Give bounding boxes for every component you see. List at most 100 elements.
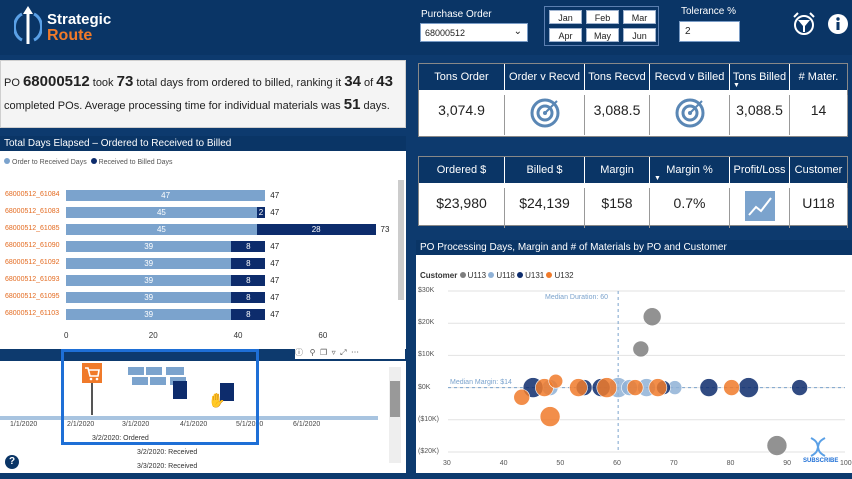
bar-total-label: 47 <box>270 242 280 251</box>
bar-order-to-received[interactable]: 39 <box>66 258 232 269</box>
month-button-may[interactable]: May <box>586 28 619 42</box>
bar-order-to-received[interactable]: 39 <box>66 309 232 320</box>
month-button-jun[interactable]: Jun <box>623 28 656 42</box>
timeline-scroll-thumb[interactable] <box>390 381 400 417</box>
bar-received-to-billed[interactable]: 8 <box>231 275 266 286</box>
bar-category-label[interactable]: 68000512_61092 <box>5 259 60 266</box>
month-slicer: Jan Feb Mar Apr May Jun <box>544 6 659 46</box>
month-button-feb[interactable]: Feb <box>586 10 619 24</box>
kpi1-header[interactable]: Tons Order <box>419 64 504 90</box>
bar-category-label[interactable]: 68000512_61084 <box>5 191 60 198</box>
pin-icon[interactable]: ⚲ <box>309 348 316 357</box>
scatter-legend-title: Customer <box>420 271 458 280</box>
bar-chart-scrollbar[interactable] <box>398 180 404 300</box>
scatter-title: PO Processing Days, Margin and # of Mate… <box>416 240 852 255</box>
timeline-scrollbar[interactable] <box>389 367 401 463</box>
help-icon[interactable]: ⓘ <box>295 348 303 357</box>
bar-chart-title: Total Days Elapsed – Ordered to Received… <box>0 136 406 151</box>
bar-received-to-billed[interactable]: 2 <box>256 207 266 218</box>
kpi2-header[interactable]: Customer <box>790 157 847 183</box>
month-button-jan[interactable]: Jan <box>549 10 582 24</box>
clear-filters-icon[interactable] <box>790 11 818 37</box>
kpi2-header[interactable]: Margin <box>585 157 649 183</box>
kpi2-header[interactable]: Billed $ <box>505 157 584 183</box>
scatter-x-tick: 30 <box>443 460 451 467</box>
cursor-hand-icon: ✋ <box>208 392 226 408</box>
kpi2-icon-cell <box>730 188 790 228</box>
bar-total-label: 73 <box>380 225 390 234</box>
kpi1-header[interactable]: Order v Recvd <box>505 64 584 90</box>
question-icon[interactable]: ? <box>5 455 19 469</box>
po-summary-text: PO 68000512 took 73 total days from orde… <box>0 60 406 128</box>
bar-chart-legend: Order to Received Days Received to Bille… <box>4 158 173 166</box>
summary-ranking: total days from ordered to billed, ranki… <box>133 77 345 89</box>
kpi1-header[interactable]: Tons Billed <box>730 64 789 90</box>
more-options-icon[interactable]: ⋯ <box>350 348 359 357</box>
kpi1-header[interactable]: Recvd v Billed <box>650 64 729 90</box>
summary-po: 68000512 <box>22 73 90 90</box>
subscribe-label[interactable]: SUBSCRIBE <box>803 458 839 464</box>
info-icon[interactable] <box>827 13 849 35</box>
bar-x-tick: 40 <box>233 331 243 340</box>
scatter-x-tick: 90 <box>783 460 792 467</box>
bar-category-label[interactable]: 68000512_61083 <box>5 208 60 215</box>
bar-received-to-billed[interactable]: 8 <box>231 292 266 303</box>
brand-line2: Route <box>47 27 93 44</box>
legend-dot-u113 <box>459 272 466 278</box>
filter-icon[interactable]: ▿ <box>331 348 336 357</box>
kpi1-value: 3,088.5 <box>730 95 790 135</box>
focus-icon[interactable]: ⤢ <box>340 348 347 357</box>
legend-dot-u131 <box>517 272 524 278</box>
legend-dot-received <box>90 158 97 164</box>
summary-of: of <box>360 77 377 89</box>
kpi2-header[interactable]: Margin % <box>650 157 729 183</box>
sort-desc-icon[interactable]: ▼ <box>733 82 740 89</box>
timeline-axis <box>0 416 378 420</box>
po-dropdown[interactable]: 68000512 ⌄ <box>420 23 528 42</box>
invoice-icon <box>220 383 234 401</box>
timeline-panel <box>0 361 406 473</box>
bar-category-label[interactable]: 68000512_61093 <box>5 276 60 283</box>
bar-order-to-received[interactable]: 47 <box>66 190 266 201</box>
timeline-date-6: 6/1/2020 <box>293 421 321 428</box>
month-button-mar[interactable]: Mar <box>623 10 656 24</box>
bar-category-label[interactable]: 68000512_61085 <box>5 225 60 232</box>
sort-desc-icon[interactable]: ▼ <box>654 175 661 182</box>
target-icon <box>675 98 704 128</box>
bar-category-label[interactable]: 68000512_61103 <box>5 310 59 317</box>
profit-trend-icon <box>744 191 775 221</box>
legend-u131: U131 <box>525 271 545 280</box>
kpi1-header[interactable]: # Mater. <box>790 64 847 90</box>
timeline-date-2: 2/1/2020 <box>67 421 95 428</box>
bar-order-to-received[interactable]: 39 <box>66 275 232 286</box>
scatter-x-tick: 80 <box>726 460 735 467</box>
target-icon <box>530 98 559 128</box>
bar-total-label: 47 <box>270 259 280 268</box>
bar-order-to-received[interactable]: 39 <box>66 241 232 252</box>
bar-received-to-billed[interactable]: 28 <box>256 224 376 235</box>
bar-category-label[interactable]: 68000512_61090 <box>5 242 60 249</box>
bar-received-to-billed[interactable]: 8 <box>231 258 266 269</box>
kpi1-header[interactable]: Tons Recvd <box>585 64 649 90</box>
bar-order-to-received[interactable]: 45 <box>66 207 257 218</box>
visual-toolbar: ⓘ ⚲ ❐ ▿ ⤢ ⋯ <box>295 347 405 359</box>
legend-dot-u132 <box>546 272 553 278</box>
month-button-apr[interactable]: Apr <box>549 28 582 42</box>
bar-order-to-received[interactable]: 39 <box>66 292 232 303</box>
kpi2-header[interactable]: Profit/Loss <box>730 157 789 183</box>
scatter-x-tick: 100 <box>840 460 852 467</box>
timeline-date-1: 1/1/2020 <box>10 421 38 428</box>
dna-icon <box>803 436 833 458</box>
tolerance-input[interactable]: 2 <box>679 21 740 42</box>
bar-received-to-billed[interactable]: 8 <box>231 241 266 252</box>
bar-category-label[interactable]: 68000512_61095 <box>5 293 60 300</box>
copy-icon[interactable]: ❐ <box>319 348 328 357</box>
timeline-event-1: 3/2/2020: Ordered <box>92 435 149 442</box>
summary-average-text: completed POs. Average processing time f… <box>4 100 344 112</box>
timeline-date-5: 5/1/2020 <box>236 421 264 428</box>
summary-rank: 34 <box>344 73 361 90</box>
kpi2-header[interactable]: Ordered $ <box>419 157 504 183</box>
brand-line1: Strategic <box>47 11 112 28</box>
bar-received-to-billed[interactable]: 8 <box>231 309 266 320</box>
bar-order-to-received[interactable]: 45 <box>66 224 257 235</box>
